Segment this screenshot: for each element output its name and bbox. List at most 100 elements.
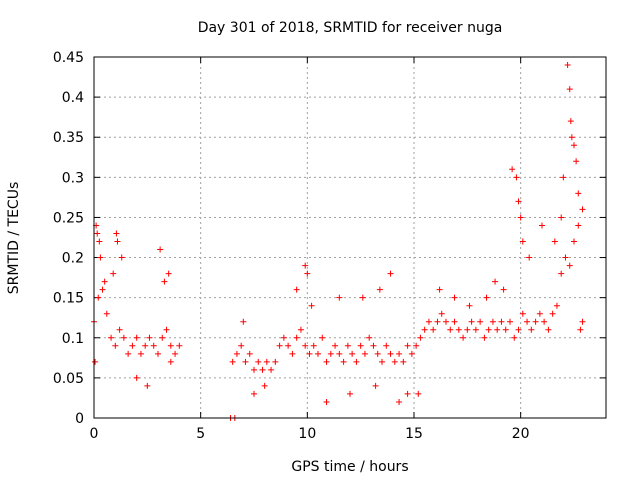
data-point [251,390,257,397]
data-point [361,350,368,357]
data-point [460,334,467,341]
data-point [528,326,535,333]
data-point [101,278,108,285]
data-point [541,318,548,325]
data-point [436,286,443,293]
data-point [259,366,266,373]
data-point [108,334,115,341]
data-point [579,206,586,213]
data-point [568,134,575,141]
data-point [387,350,394,357]
data-point [297,326,304,333]
data-point [404,390,411,397]
data-point [376,286,383,293]
data-point [579,318,586,325]
data-point [447,326,454,333]
data-point [566,86,573,93]
data-point [251,366,257,373]
data-point [336,350,343,357]
y-tick-label: 0.3 [62,170,84,186]
data-point [391,358,398,365]
data-point [261,382,268,389]
data-point [507,318,513,325]
data-point [293,334,300,341]
data-point [549,310,556,317]
data-point [566,262,573,269]
data-point [92,358,99,365]
data-point [293,286,300,293]
data-point [443,318,449,325]
y-tick-label: 0.2 [62,251,84,267]
data-point [308,302,315,309]
data-point [477,318,484,325]
data-point [494,326,501,333]
data-point [285,342,292,349]
data-point [323,398,330,405]
data-point [415,390,422,397]
data-point [468,318,475,325]
data-point [99,286,106,293]
data-point [302,342,309,349]
data-point [112,342,119,349]
data-point [347,390,353,397]
data-point [159,334,166,341]
data-point [513,174,520,181]
data-point [575,190,582,197]
data-point [379,358,385,365]
data-point [404,342,411,349]
data-point [498,318,505,325]
y-tick-label: 0 [75,411,84,427]
data-point [408,350,415,357]
data-point [421,326,428,333]
data-point [125,350,132,357]
data-point [276,342,283,349]
data-point [327,350,334,357]
data-point [560,174,567,181]
data-point [413,342,420,349]
data-point [268,366,275,373]
data-point [336,294,343,301]
data-point [434,318,441,325]
data-point [485,326,492,333]
data-point [165,270,172,277]
data-point [526,254,533,261]
x-tick-label: 20 [512,426,530,442]
y-axis-label: SRMTID / TECUs [6,182,22,295]
data-point [430,326,437,333]
data-point [519,238,526,245]
data-point [455,326,462,333]
data-point [114,238,121,245]
data-point [142,342,149,349]
data-point [517,214,524,221]
data-point [359,294,366,301]
data-point [532,318,539,325]
data-point [242,358,249,365]
data-point [280,334,287,341]
data-point [96,238,103,245]
data-point [304,270,311,277]
chart-title: Day 301 of 2018, SRMTID for receiver nug… [198,20,503,36]
data-point [263,358,270,365]
data-point [172,350,179,357]
data-point [94,230,101,237]
data-point [238,342,245,349]
data-point [524,318,531,325]
data-point [229,358,236,365]
data-point [539,222,545,229]
data-point [571,238,577,245]
data-point [161,278,168,285]
data-point [137,350,144,357]
data-point [481,334,488,341]
y-tick-label: 0.25 [53,210,84,226]
data-point [383,342,390,349]
plot-frame [93,56,607,419]
data-point [551,238,558,245]
data-point [451,318,458,325]
data-point [95,294,102,301]
data-point [155,350,161,357]
x-tick-label: 0 [90,426,99,442]
data-point [573,158,580,165]
y-tick-label: 0.1 [62,331,84,347]
data-point [118,254,125,261]
data-point [167,342,174,349]
